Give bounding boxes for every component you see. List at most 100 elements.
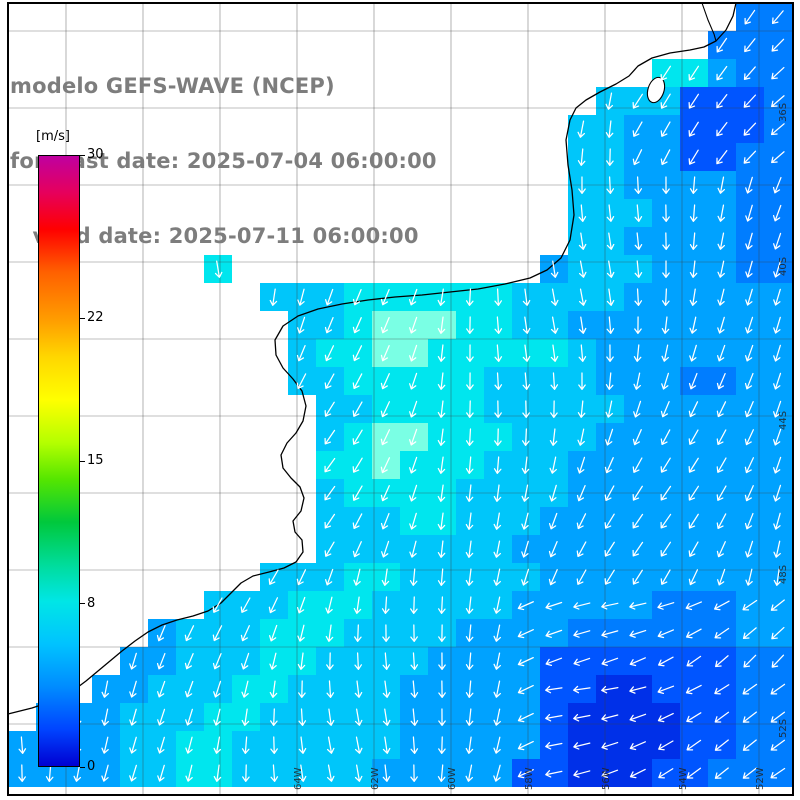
- wind-arrow: [297, 288, 305, 306]
- wind-arrow: [578, 316, 587, 334]
- wind-arrow: [632, 513, 644, 529]
- wind-arrow: [493, 540, 502, 558]
- wind-arrow: [717, 204, 726, 222]
- wind-arrow: [605, 92, 614, 110]
- wind-arrow: [156, 652, 166, 670]
- wind-arrow: [662, 232, 670, 251]
- wind-arrow: [18, 736, 27, 755]
- wind-arrow: [410, 764, 418, 783]
- wind-arrow: [241, 708, 250, 726]
- wind-arrow: [629, 768, 646, 779]
- wind-arrow: [573, 602, 591, 610]
- wind-arrow: [714, 767, 729, 779]
- wind-arrow: [354, 764, 363, 782]
- wind-arrow: [660, 569, 671, 585]
- wind-arrow: [661, 372, 670, 390]
- wind-arrow: [688, 93, 699, 109]
- wind-arrow: [573, 713, 591, 722]
- wind-arrow: [494, 400, 502, 419]
- wind-arrow: [381, 540, 390, 558]
- wind-arrow: [577, 428, 585, 446]
- wind-arrow: [382, 764, 391, 782]
- wind-arrow: [660, 541, 672, 557]
- wind-arrow: [353, 568, 361, 586]
- wind-arrow: [45, 764, 54, 782]
- wind-arrow: [685, 628, 702, 639]
- wind-arrow: [493, 736, 501, 754]
- wind-arrow: [522, 316, 531, 334]
- wind-arrow: [660, 457, 671, 473]
- wind-arrow: [578, 232, 587, 250]
- wind-arrow: [745, 232, 753, 250]
- wind-arrow: [437, 512, 446, 530]
- wind-arrow: [324, 513, 336, 529]
- wind-arrow: [269, 624, 278, 642]
- wind-arrow: [521, 540, 529, 558]
- wind-arrow: [438, 708, 446, 727]
- wind-arrow: [466, 372, 474, 391]
- wind-arrow: [493, 764, 501, 782]
- wind-arrow: [550, 372, 559, 391]
- wind-arrow: [689, 344, 697, 362]
- wind-arrow: [661, 288, 670, 307]
- wind-arrow: [465, 428, 474, 447]
- wind-arrow: [714, 739, 729, 751]
- wind-arrow: [716, 541, 726, 558]
- wind-arrow: [517, 656, 534, 667]
- wind-arrow: [548, 540, 558, 558]
- wind-arrow: [688, 569, 699, 586]
- wind-arrow: [437, 400, 446, 418]
- wind-arrow: [517, 601, 534, 611]
- wind-arrow: [632, 485, 643, 501]
- wind-arrow: [633, 372, 641, 390]
- wind-arrow: [493, 484, 502, 502]
- wind-arrow: [689, 260, 698, 278]
- wind-arrow: [604, 541, 615, 557]
- wind-arrow: [157, 708, 166, 726]
- wind-arrow: [771, 66, 785, 80]
- wind-arrow: [437, 372, 446, 390]
- wind-arrow: [545, 713, 563, 722]
- wind-arrow: [409, 540, 417, 558]
- wind-arrow: [629, 713, 647, 722]
- wind-arrow: [409, 484, 418, 502]
- wind-arrow: [325, 568, 334, 586]
- wind-arrow: [296, 373, 307, 390]
- colorbar-tick-label: 22: [87, 310, 104, 326]
- wind-arrow: [493, 596, 501, 614]
- wind-arrow: [380, 401, 391, 418]
- wind-arrow: [744, 401, 754, 418]
- wind-arrow: [437, 288, 446, 306]
- wind-arrow: [129, 764, 137, 782]
- lat-label: 40S: [778, 257, 789, 276]
- wind-arrow: [606, 260, 615, 278]
- wind-arrow: [716, 65, 728, 81]
- wind-arrow: [717, 344, 726, 362]
- wind-arrow: [550, 400, 558, 419]
- wind-arrow: [773, 540, 781, 558]
- wind-arrow: [438, 624, 446, 643]
- colorbar-tick-label: 8: [87, 595, 96, 611]
- wind-arrow: [241, 652, 250, 670]
- colorbar-tick-mark: [80, 603, 85, 605]
- wind-arrow: [382, 624, 390, 643]
- wind-arrow: [716, 93, 728, 109]
- wind-arrow: [324, 485, 336, 501]
- wind-arrow: [214, 260, 223, 278]
- wind-arrow: [465, 512, 474, 530]
- wind-arrow: [212, 652, 222, 670]
- wind-arrow: [410, 736, 419, 755]
- wind-arrow: [632, 93, 643, 109]
- wind-arrow: [661, 316, 670, 334]
- wind-arrow: [437, 596, 446, 615]
- wind-arrow: [716, 373, 726, 390]
- wind-arrow: [601, 657, 619, 666]
- wind-arrow: [632, 149, 643, 166]
- wind-arrow: [353, 596, 362, 614]
- wind-arrow: [352, 513, 363, 530]
- wind-arrow: [717, 176, 726, 194]
- wind-arrow: [410, 624, 418, 643]
- wind-arrow: [770, 683, 786, 695]
